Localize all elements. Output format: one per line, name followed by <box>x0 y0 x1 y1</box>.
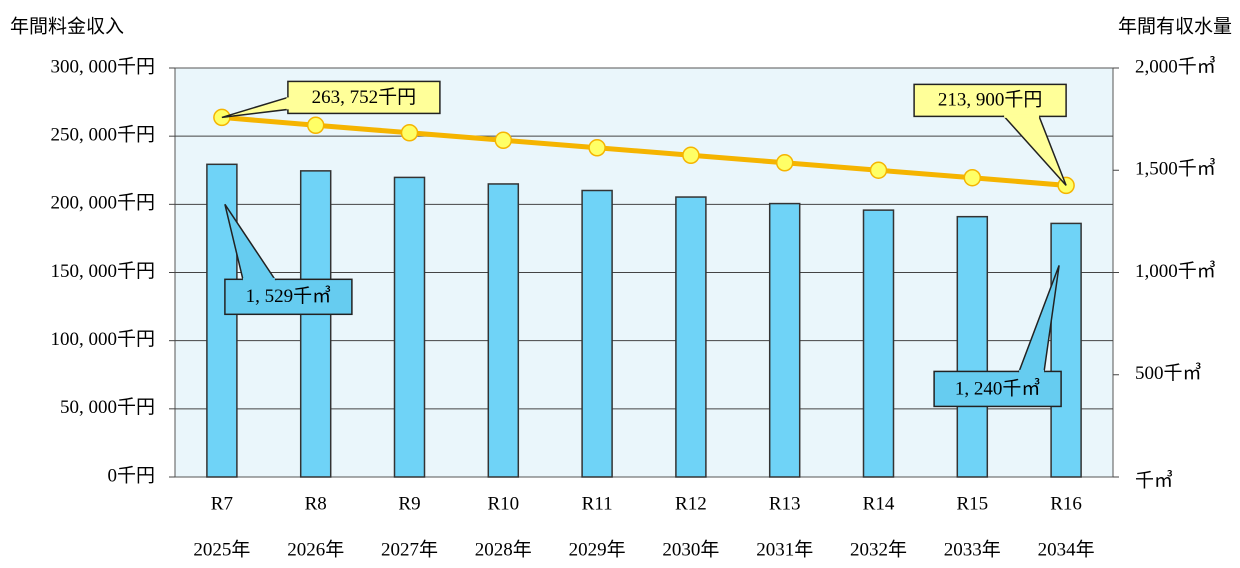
bar <box>581 189 613 478</box>
bar <box>1050 222 1082 478</box>
x-tick-year: 2030年 <box>662 538 719 560</box>
x-tick-label: R7 <box>211 493 233 514</box>
bar <box>487 183 520 478</box>
x-tick-label: R14 <box>863 493 895 514</box>
marker <box>963 168 982 187</box>
x-tick-label: R16 <box>1050 493 1082 514</box>
x-tick-label: R8 <box>305 493 327 514</box>
bar <box>862 209 895 478</box>
y-tick-label: 50, 000千円 <box>60 396 155 418</box>
x-tick-label: R9 <box>398 493 420 514</box>
x-tick-label: R13 <box>769 493 801 514</box>
callout-box <box>933 370 1062 408</box>
y-tick-label: 200, 000千円 <box>50 192 155 214</box>
y-tick-label: 250, 000千円 <box>50 124 155 146</box>
x-tick-label: R10 <box>487 493 519 514</box>
data-label: 1, 529千㎥ <box>246 285 332 307</box>
marker <box>306 116 325 135</box>
data-label: 263, 752千円 <box>312 86 417 108</box>
y2-tick-label: 千㎥ <box>1135 469 1173 491</box>
y-tick-label: 100, 000千円 <box>50 328 155 350</box>
y2-tick-label: 500千㎥ <box>1135 362 1202 384</box>
y-axis-title: 年間料金収入 <box>10 15 124 37</box>
y2-axis-title: 年間有収水量 <box>1118 15 1232 37</box>
bar <box>393 176 426 478</box>
x-tick-year: 2027年 <box>381 538 438 560</box>
bar <box>768 202 801 478</box>
y2-tick-label: 2,000千㎥ <box>1135 55 1216 77</box>
callout-box <box>287 80 441 115</box>
y2-tick-label: 1,500千㎥ <box>1135 158 1216 180</box>
marker <box>494 131 513 150</box>
callout-box <box>224 278 353 316</box>
marker <box>400 124 419 142</box>
y2-tick-label: 1,000千㎥ <box>1135 260 1216 282</box>
y-tick-label: 0千円 <box>107 464 155 486</box>
bar <box>675 196 707 478</box>
marker <box>869 161 888 179</box>
x-tick-year: 2026年 <box>287 538 344 560</box>
line <box>221 114 1067 188</box>
x-tick-year: 2031年 <box>756 538 813 560</box>
marker <box>775 154 794 172</box>
bar <box>956 215 989 478</box>
marker <box>682 146 700 165</box>
bar <box>206 163 238 478</box>
x-tick-label: R15 <box>956 493 988 514</box>
data-label: 213, 900千円 <box>938 89 1043 111</box>
y-tick-label: 300, 000千円 <box>50 55 155 77</box>
callout-box <box>913 83 1067 118</box>
x-tick-year: 2032年 <box>850 538 907 560</box>
x-tick-year: 2028年 <box>475 538 532 560</box>
bar <box>299 170 332 478</box>
x-tick-year: 2033年 <box>944 538 1001 560</box>
x-tick-year: 2025年 <box>193 538 250 560</box>
x-tick-label: R12 <box>675 493 707 514</box>
data-label: 1, 240千㎥ <box>955 377 1041 399</box>
x-tick-label: R11 <box>582 493 613 514</box>
x-tick-year: 2034年 <box>1038 538 1095 560</box>
marker <box>588 139 606 157</box>
y-tick-label: 150, 000千円 <box>50 260 155 282</box>
x-tick-year: 2029年 <box>569 538 626 560</box>
